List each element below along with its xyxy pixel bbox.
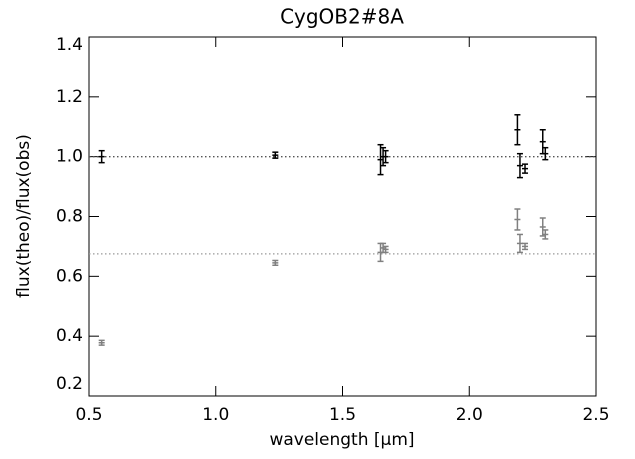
x-tick-label: 0.5 bbox=[75, 405, 102, 425]
y-tick-label: 1.2 bbox=[56, 87, 83, 107]
y-tick-label: 0.6 bbox=[56, 266, 83, 286]
y-axis-label: flux(theo)/flux(obs) bbox=[14, 134, 34, 298]
plot-frame bbox=[88, 36, 597, 397]
chart-title: CygOB2#8A bbox=[280, 5, 404, 29]
x-axis-label: wavelength [μm] bbox=[269, 430, 414, 450]
y-tick-label: 0.2 bbox=[56, 374, 83, 394]
x-tick-label: 1.0 bbox=[202, 405, 229, 425]
y-tick-label: 0.8 bbox=[56, 207, 83, 227]
x-tick-label: 2.5 bbox=[582, 405, 609, 425]
x-tick-label: 2.0 bbox=[456, 405, 483, 425]
x-tick-label: 1.5 bbox=[329, 405, 356, 425]
y-tick-label: 0.4 bbox=[56, 326, 83, 346]
y-tick-label: 1.0 bbox=[56, 147, 83, 167]
y-tick-label: 1.4 bbox=[56, 35, 83, 55]
